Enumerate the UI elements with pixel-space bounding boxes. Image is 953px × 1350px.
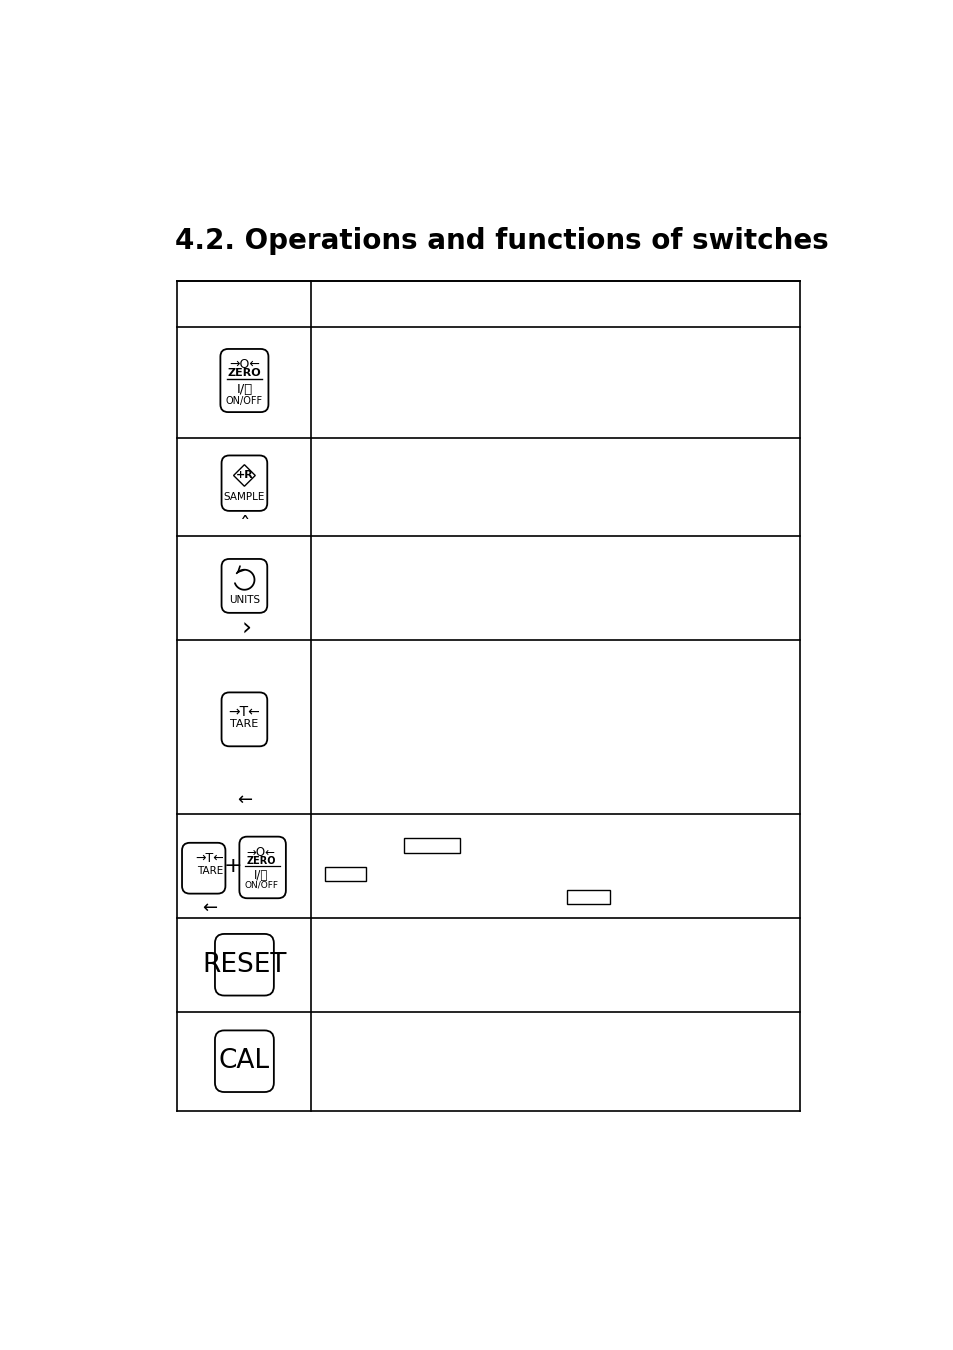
Text: 4.2. Operations and functions of switches: 4.2. Operations and functions of switche… [174, 227, 828, 255]
Text: +R: +R [235, 471, 253, 481]
Text: ←: ← [202, 899, 217, 917]
Text: →O←: →O← [246, 846, 275, 860]
Text: ›: › [241, 617, 252, 641]
Text: +: + [224, 856, 242, 876]
Text: TARE: TARE [230, 720, 258, 729]
Text: RESET: RESET [202, 952, 286, 977]
Text: SAMPLE: SAMPLE [224, 491, 265, 502]
Text: ˆ: ˆ [239, 516, 250, 536]
Text: UNITS: UNITS [229, 595, 260, 605]
Text: I/⏻: I/⏻ [236, 383, 253, 397]
Text: ON/OFF: ON/OFF [226, 396, 263, 405]
Text: →T←: →T← [229, 705, 260, 718]
Text: →T←: →T← [195, 852, 224, 865]
Text: ON/OFF: ON/OFF [244, 880, 277, 890]
Text: TARE: TARE [196, 865, 223, 876]
Text: CAL: CAL [218, 1048, 270, 1075]
Bar [567, 890, 609, 905]
Text: ZERO: ZERO [246, 856, 275, 865]
Bar [404, 838, 459, 853]
Text: →O←: →O← [229, 358, 259, 371]
Bar [325, 867, 365, 882]
Text: ←: ← [236, 791, 252, 809]
Text: I/⏻: I/⏻ [253, 868, 268, 882]
Text: ZERO: ZERO [228, 367, 261, 378]
